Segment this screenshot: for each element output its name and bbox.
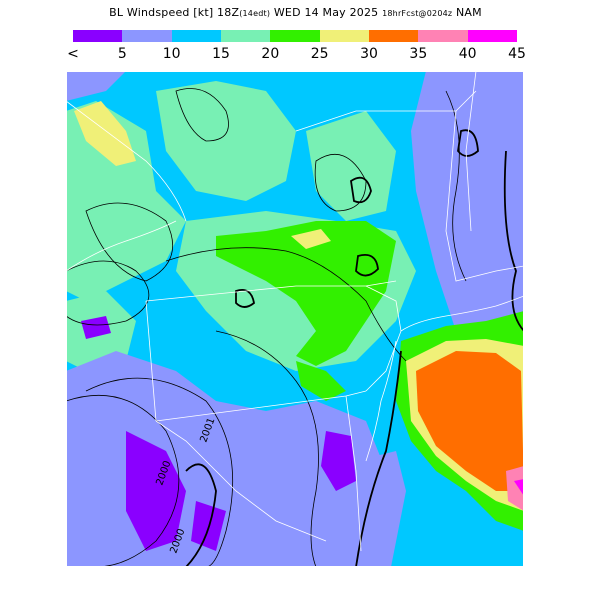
colorbar-tick-label: 45 bbox=[508, 46, 526, 62]
field-aqua-north bbox=[156, 81, 296, 201]
contour-thick-4 bbox=[457, 129, 479, 157]
field-purple-west bbox=[81, 316, 111, 339]
colorbar-tick-label: 40 bbox=[458, 46, 477, 62]
contour-thin-6 bbox=[215, 330, 319, 567]
border-new-england bbox=[445, 110, 524, 282]
contour-thick-5 bbox=[185, 463, 217, 567]
field-ocean-pink bbox=[506, 466, 524, 511]
colorbar-tick-label: < bbox=[67, 46, 79, 62]
lake-erie bbox=[66, 220, 177, 272]
colorbar-tick-label: 5 bbox=[117, 46, 127, 62]
contour-thick-2 bbox=[355, 254, 379, 277]
field-purple-south bbox=[126, 431, 186, 551]
field-aqua-ne bbox=[306, 111, 396, 221]
contour-thin-3 bbox=[85, 202, 174, 282]
border-ontario bbox=[66, 100, 187, 222]
contour-thin-9 bbox=[66, 260, 150, 326]
map-title: BL Windspeed [kt] 18Z(14edt) WED 14 May … bbox=[0, 6, 591, 19]
border-ny-north bbox=[295, 90, 477, 132]
contour-thin-7 bbox=[165, 247, 407, 362]
colorbar-segment bbox=[368, 30, 419, 42]
title-model: NAM bbox=[456, 6, 482, 19]
border-pa-west bbox=[145, 300, 157, 422]
border-ny-pa bbox=[145, 280, 397, 302]
windspeed-map: 2001 2000 2000 bbox=[66, 71, 524, 567]
contour-thin-5 bbox=[85, 377, 234, 567]
coastline-east bbox=[400, 295, 524, 332]
field-aqua-west bbox=[66, 101, 186, 301]
title-main: BL Windspeed [kt] 18Z bbox=[109, 6, 240, 19]
colorbar-segment bbox=[270, 30, 320, 42]
colorbar-tick-label: 15 bbox=[212, 46, 230, 62]
colorbar bbox=[73, 30, 517, 42]
contour-thick-7 bbox=[355, 350, 402, 567]
title-date: WED 14 May 2025 bbox=[273, 6, 379, 19]
colorbar-tick-label: 30 bbox=[360, 46, 378, 62]
colorbar-labels: <5 10 15 20 25 30 35 40 45 bbox=[0, 46, 591, 64]
colorbar-tick-label: 10 bbox=[162, 46, 181, 62]
colorbar-tick-label: 25 bbox=[310, 46, 329, 62]
title-forecast: 18hrFcst@0204z bbox=[382, 9, 453, 18]
field-ocean-orange bbox=[416, 351, 524, 491]
field-lavender-west bbox=[66, 71, 126, 101]
colorbar-tick-label: 20 bbox=[261, 46, 280, 62]
field-yellow-nw bbox=[74, 101, 136, 166]
colorbar-segment bbox=[73, 30, 123, 42]
field-ocean-magenta bbox=[514, 479, 524, 496]
state-boundaries bbox=[66, 71, 524, 552]
contour-thin-4 bbox=[66, 394, 180, 567]
contour-thick-lines bbox=[185, 129, 524, 567]
colorbar-segment bbox=[319, 30, 369, 42]
colorbar-segment bbox=[220, 30, 271, 42]
contour-thin-8 bbox=[445, 90, 467, 282]
contour-thick-3 bbox=[235, 288, 255, 308]
field-yellow-central bbox=[291, 229, 331, 249]
border-delmarva bbox=[345, 395, 362, 552]
contour-lines bbox=[66, 88, 467, 567]
contour-thin-1 bbox=[175, 88, 229, 142]
field-green-band bbox=[216, 221, 396, 366]
colorbar-segment bbox=[467, 30, 517, 42]
colorbar-segment bbox=[171, 30, 221, 42]
field-lavender-ne bbox=[411, 71, 524, 371]
colorbar-segment bbox=[122, 30, 172, 42]
colorbar-tick-label: 35 bbox=[409, 46, 428, 62]
field-green-south bbox=[296, 361, 346, 401]
contour-thick-1 bbox=[350, 176, 372, 204]
map-frame bbox=[66, 71, 524, 567]
colorbar-segment bbox=[418, 30, 468, 42]
border-vt-nh bbox=[465, 71, 477, 232]
coastline-jersey bbox=[365, 340, 397, 462]
title-local-time: (14edt) bbox=[239, 9, 271, 18]
border-md-va bbox=[155, 420, 327, 542]
field-purple-east bbox=[321, 431, 356, 491]
